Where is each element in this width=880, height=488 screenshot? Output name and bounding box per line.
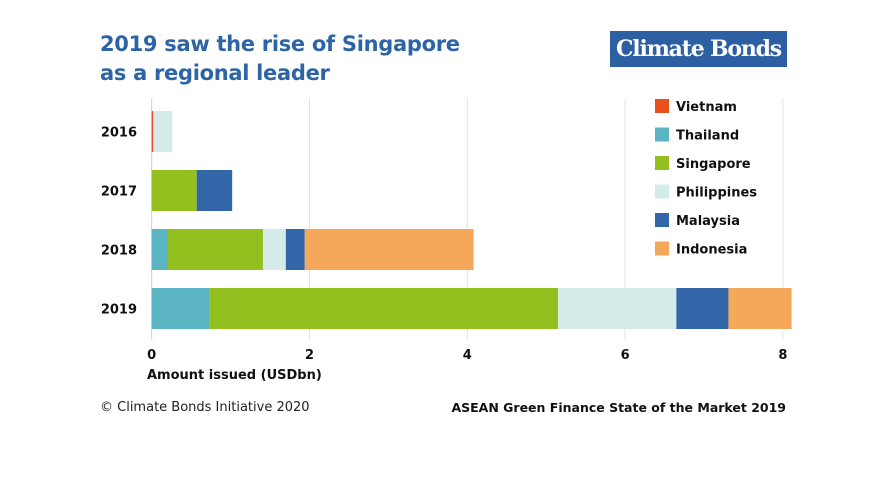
legend-swatch-malaysia: [655, 213, 669, 227]
stacked-bar-chart: 0 2 4 6 8 2016 2017 2018 2019 Amount issued (USDb…: [101, 98, 792, 383]
climate-bonds-logo: Climate Bonds: [610, 31, 787, 67]
bar-singapore-2018: [167, 229, 263, 270]
y-tick-label: 2017: [101, 185, 137, 200]
bar-thailand-2018: [151, 229, 168, 270]
chart-title: 2019 saw the rise of Singapore as a regio…: [100, 30, 460, 88]
bar-philippines-2019: [558, 288, 677, 329]
bar-vietnam-2016: [151, 111, 154, 152]
x-tick-label: 8: [778, 348, 787, 363]
bar-indonesia-2018: [304, 229, 474, 270]
bar-malaysia-2019: [676, 288, 729, 329]
legend-swatch-philippines: [655, 184, 669, 199]
bar-philippines-2016: [153, 111, 173, 152]
legend-swatch-singapore: [655, 156, 669, 170]
bar-malaysia-2017: [196, 170, 233, 211]
bar-malaysia-2018: [285, 229, 305, 270]
title-line-1: 2019 saw the rise of Singapore: [100, 32, 460, 56]
bar-indonesia-2019: [728, 288, 792, 329]
legend-label-singapore: Singapore: [676, 157, 751, 172]
legend-label-thailand: Thailand: [676, 129, 739, 144]
legend-label-malaysia: Malaysia: [676, 214, 740, 229]
x-tick-label: 2: [305, 348, 314, 363]
legend-label-indonesia: Indonesia: [676, 243, 747, 258]
title-line-2: as a regional leader: [100, 61, 330, 85]
x-tick-label: 4: [463, 348, 472, 363]
legend-label-vietnam: Vietnam: [676, 100, 737, 115]
bar-singapore-2017: [151, 170, 197, 211]
legend-label-philippines: Philippines: [676, 186, 757, 201]
source: ASEAN Green Finance State of the Market …: [451, 400, 786, 415]
y-tick-label: 2018: [101, 244, 137, 259]
x-tick-label: 6: [621, 348, 630, 363]
bar-singapore-2019: [209, 288, 559, 329]
x-tick-label: 0: [147, 348, 156, 363]
legend-swatch-thailand: [655, 127, 669, 142]
y-tick-label: 2016: [101, 126, 137, 141]
legend-swatch-vietnam: [655, 99, 669, 113]
bar-thailand-2019: [151, 288, 210, 329]
x-axis-label: Amount issued (USDbn): [147, 368, 322, 383]
bar-philippines-2018: [262, 229, 286, 270]
legend-swatch-indonesia: [655, 241, 669, 256]
copyright: © Climate Bonds Initiative 2020: [100, 400, 310, 415]
y-tick-label: 2019: [101, 303, 137, 318]
